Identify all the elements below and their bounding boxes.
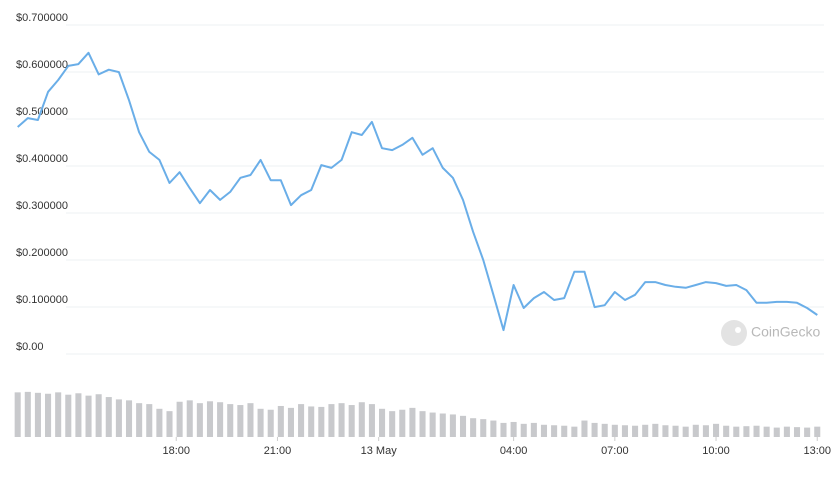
volume-bar [763, 426, 770, 437]
volume-bar [338, 403, 345, 437]
volume-bar [75, 393, 82, 437]
volume-bar [136, 403, 143, 437]
x-tick-label: 21:00 [264, 445, 292, 457]
y-tick-label: $0.500000 [16, 106, 68, 118]
volume-bar [237, 405, 244, 437]
x-tick-label: 10:00 [702, 445, 730, 457]
x-tick-label: 13:00 [803, 445, 831, 457]
volume-bar [571, 426, 578, 437]
volume-bar [804, 427, 811, 437]
volume-bar [267, 409, 274, 437]
volume-bar [439, 413, 446, 437]
volume-bar [500, 422, 507, 437]
volume-bar [55, 392, 62, 437]
volume-bar [702, 425, 709, 437]
volume-bar [632, 425, 639, 437]
volume-bar [277, 405, 284, 437]
volume-bar [480, 419, 487, 437]
volume-bar [530, 422, 537, 437]
volume-bar [561, 425, 568, 437]
volume-bar [318, 406, 325, 437]
y-tick-label: $0.600000 [16, 59, 68, 71]
y-tick-label: $0.200000 [16, 247, 68, 259]
volume-bar [540, 424, 548, 437]
volume-bar [257, 408, 264, 437]
volume-bar [551, 425, 558, 437]
volume-bar [85, 395, 92, 437]
x-tick-label: 13 May [361, 445, 398, 457]
y-tick-label: $0.300000 [16, 200, 68, 212]
volume-bar [14, 392, 21, 437]
volume-bar [713, 423, 720, 437]
volume-bar [308, 406, 315, 437]
volume-bar [196, 403, 203, 437]
volume-bar [227, 404, 234, 437]
y-tick-label: $0.00 [16, 341, 44, 353]
volume-bar [348, 405, 355, 437]
volume-bar [510, 421, 517, 437]
volume-bar [591, 422, 598, 437]
volume-bar [45, 393, 52, 437]
volume-bar [581, 420, 588, 437]
volume-bar [115, 399, 122, 437]
volume-bar [34, 392, 41, 437]
volume-bar [470, 418, 477, 437]
volume-bar [642, 424, 649, 437]
watermark-logo [721, 320, 747, 346]
volume-bar [490, 420, 497, 437]
volume-bar [24, 391, 31, 437]
volume-bar [206, 401, 214, 437]
volume-bar [672, 425, 679, 437]
volume-bar [773, 427, 780, 437]
volume-bar [652, 423, 659, 437]
volume-bar [95, 394, 102, 437]
volume-bar [125, 400, 133, 437]
volume-bar [601, 423, 608, 437]
volume-bar [328, 404, 335, 437]
volume-bar [621, 425, 628, 437]
volume-bar [217, 402, 224, 437]
volume-bar [156, 408, 163, 437]
volume-bar [793, 427, 801, 437]
volume-bar [379, 408, 386, 437]
volume-bar [682, 426, 689, 437]
volume-bar [449, 414, 456, 437]
volume-bar [399, 409, 406, 437]
x-tick-label: 04:00 [500, 445, 528, 457]
volume-bar [65, 394, 72, 437]
x-tick-label: 18:00 [162, 445, 190, 457]
volume-bar [520, 423, 527, 437]
volume-bar [753, 425, 760, 437]
volume-bar [176, 401, 183, 437]
volume-bar [419, 411, 426, 437]
volume-bar [692, 424, 699, 437]
y-tick-label: $0.700000 [16, 12, 68, 24]
volume-bar [105, 397, 112, 437]
volume-bar [389, 411, 396, 437]
volume-bar [146, 404, 153, 437]
volume-bar [459, 415, 467, 437]
volume-bar [783, 426, 790, 437]
volume-bar [186, 400, 193, 437]
volume-bar [743, 426, 750, 437]
volume-bar [814, 426, 821, 437]
x-tick-label: 07:00 [601, 445, 629, 457]
volume-bar [247, 403, 254, 437]
volume-bar [429, 412, 436, 437]
volume-bar [662, 425, 669, 437]
watermark: CoinGecko [751, 324, 820, 340]
volume-bar [409, 407, 416, 437]
volume-bar [723, 425, 730, 437]
y-tick-label: $0.400000 [16, 153, 68, 165]
volume-bar [166, 411, 173, 437]
volume-bar [358, 402, 365, 437]
volume-bar [298, 404, 305, 437]
volume-bar [368, 404, 375, 437]
y-tick-label: $0.100000 [16, 294, 68, 306]
volume-bar [733, 426, 740, 437]
volume-bar [611, 424, 618, 437]
volume-bar [287, 407, 294, 437]
price-line [17, 51, 818, 332]
